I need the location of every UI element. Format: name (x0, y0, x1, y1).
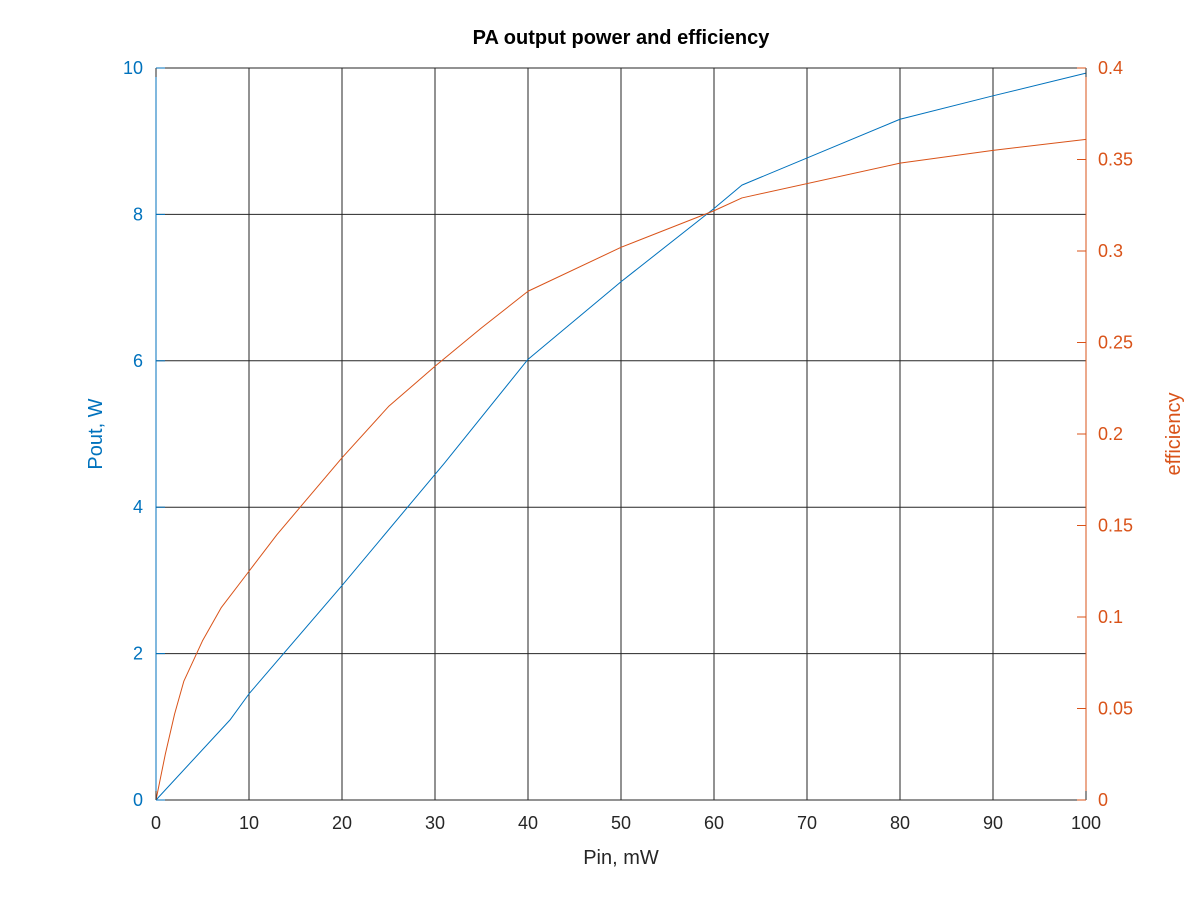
x-tick-label: 10 (239, 813, 259, 833)
pout-series-line (155, 72, 1087, 801)
y-left-tick-label: 0 (133, 790, 143, 810)
y-right-tick-label: 0.4 (1098, 58, 1123, 78)
y-left-tick-label: 8 (133, 204, 143, 224)
x-tick-label: 20 (332, 813, 352, 833)
y-right-tick-label: 0.05 (1098, 699, 1133, 719)
chart-title: PA output power and efficiency (473, 27, 771, 49)
x-tick-label: 0 (151, 813, 161, 833)
x-tick-label: 40 (518, 813, 538, 833)
y-axis-title-left: Pout, W (85, 398, 107, 469)
x-axis-title: Pin, mW (583, 847, 659, 869)
y-axis-title-right: efficiency (1163, 392, 1185, 475)
y-right-tick-label: 0.1 (1098, 607, 1123, 627)
y-left-tick-label: 4 (133, 497, 143, 517)
x-tick-label: 100 (1071, 813, 1101, 833)
x-tick-label: 90 (983, 813, 1003, 833)
y-right-tick-label: 0.25 (1098, 333, 1133, 353)
x-tick-label: 80 (890, 813, 910, 833)
y-left-tick-label: 10 (123, 58, 143, 78)
y-right-tick-label: 0.35 (1098, 150, 1133, 170)
y-left-tick-label: 2 (133, 644, 143, 664)
y-right-tick-label: 0.2 (1098, 424, 1123, 444)
x-tick-label: 70 (797, 813, 817, 833)
y-left-tick-label: 6 (133, 351, 143, 371)
series (155, 72, 1087, 801)
y-right-tick-label: 0.3 (1098, 241, 1123, 261)
x-tick-label: 30 (425, 813, 445, 833)
x-tick-label: 50 (611, 813, 631, 833)
y-right-tick-label: 0.15 (1098, 516, 1133, 536)
efficiency-series-line (155, 138, 1087, 801)
ticks: 0 10 20 30 40 50 60 70 80 90 100024681000.050.10.1… (123, 58, 1133, 833)
y-right-tick-label: 0 (1098, 790, 1108, 810)
x-tick-label: 60 (704, 813, 724, 833)
